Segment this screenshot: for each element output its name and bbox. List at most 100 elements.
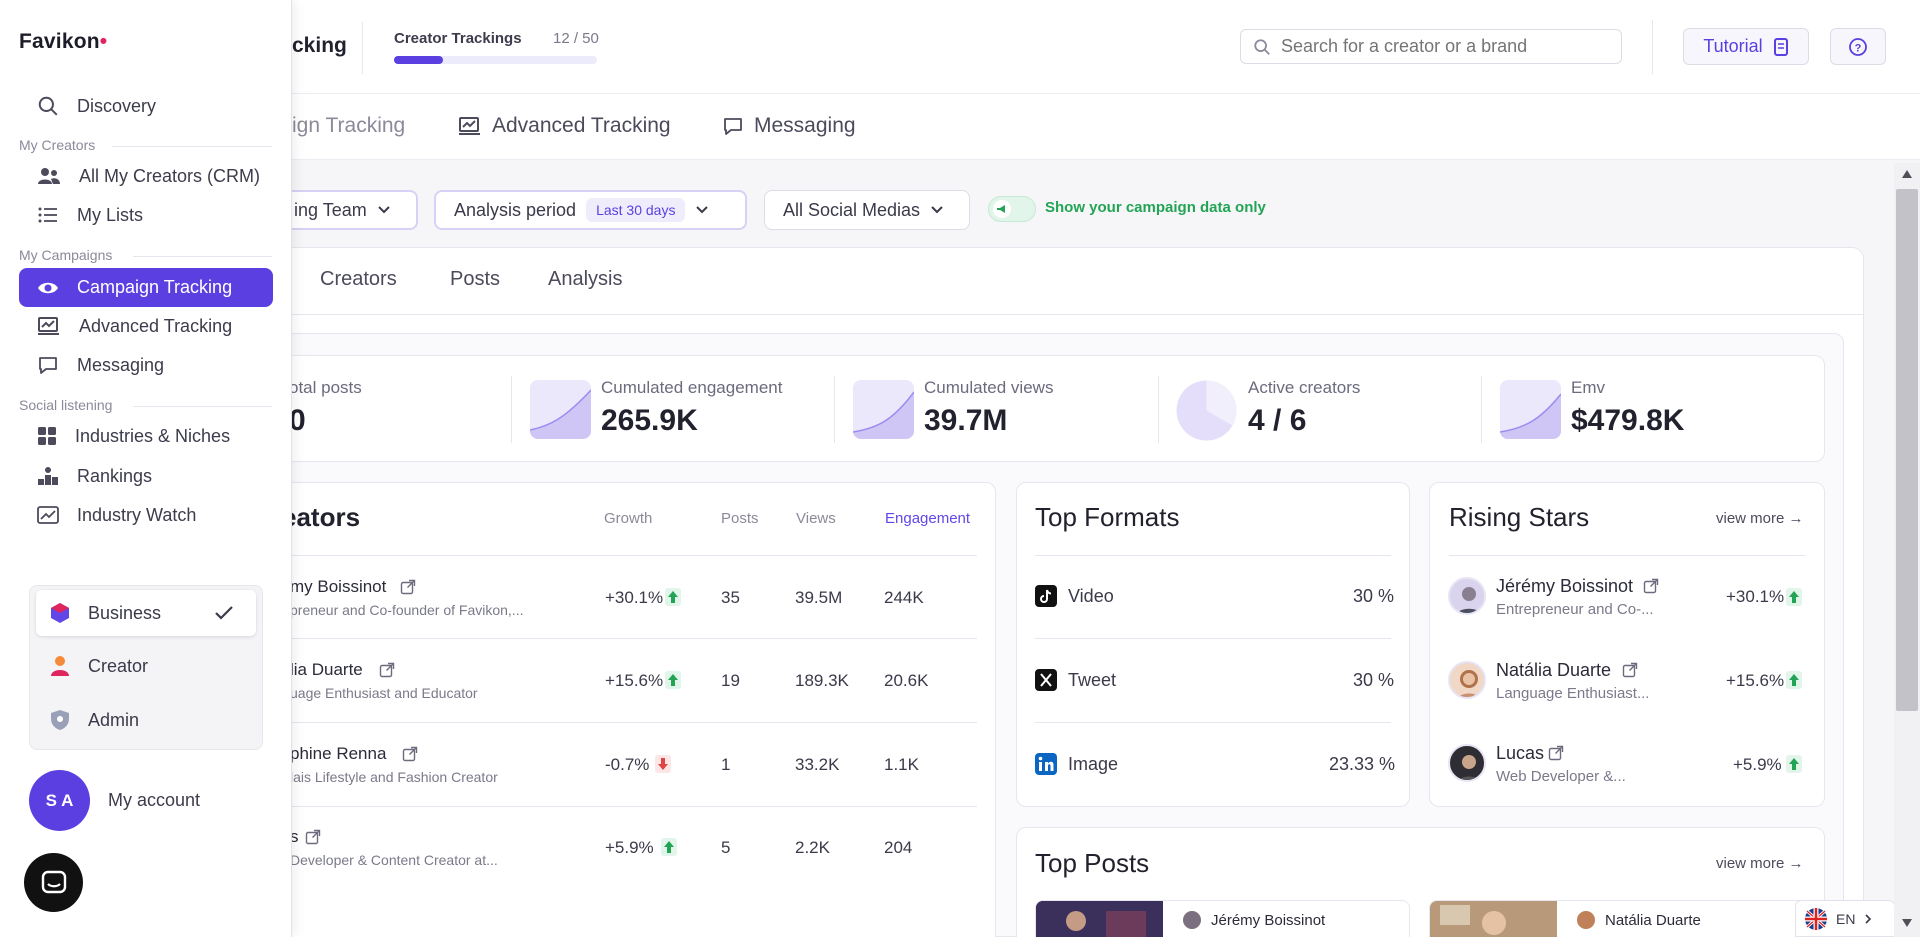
col-growth[interactable]: Growth	[604, 510, 653, 527]
external-link-icon[interactable]	[305, 829, 321, 845]
row-separator	[290, 722, 977, 723]
rising-view-more-link[interactable]: view more →	[1716, 510, 1804, 527]
nav-campaign-tracking[interactable]: ign Tracking	[292, 114, 405, 138]
external-link-icon[interactable]	[1548, 745, 1564, 761]
arrow-up-icon	[661, 838, 677, 856]
engagement-value: 204	[884, 838, 913, 857]
tutorial-button[interactable]: Tutorial	[1683, 28, 1809, 65]
sidebar-item-industry-watch[interactable]: Industry Watch	[19, 497, 273, 533]
divider	[133, 406, 272, 407]
language-switcher[interactable]: EN	[1795, 900, 1895, 937]
post-card[interactable]: Natália Duarte	[1429, 900, 1825, 937]
my-account-link[interactable]: My account	[108, 790, 201, 810]
arrow-down-icon	[655, 755, 671, 773]
posts-value: 19	[721, 671, 740, 690]
col-engagement[interactable]: Engagement	[885, 510, 971, 527]
divider	[133, 256, 272, 257]
sidebar-item-advanced-tracking[interactable]: Advanced Tracking	[19, 308, 273, 344]
role-admin[interactable]: Admin	[36, 697, 256, 743]
external-link-icon[interactable]	[379, 662, 395, 678]
help-button[interactable]: ?	[1830, 28, 1886, 65]
sidebar-item-campaign-tracking[interactable]: Campaign Tracking	[19, 268, 273, 307]
stat-emv-value: $479.8K	[1571, 404, 1685, 437]
scrollbar[interactable]	[1894, 163, 1920, 937]
role-label: Admin	[88, 709, 140, 730]
sidebar-item-rankings[interactable]: Rankings	[19, 458, 273, 494]
post-card[interactable]: Jérémy Boissinot	[1035, 900, 1410, 937]
external-link-icon[interactable]	[1622, 662, 1638, 678]
stat-active-creators-value: 4 / 6	[1248, 404, 1307, 437]
tab-analysis[interactable]: Analysis	[548, 268, 623, 290]
stat-views-label: Cumulated views	[924, 378, 1054, 397]
team-label: ing Team	[294, 199, 367, 220]
external-link-icon[interactable]	[1643, 578, 1659, 594]
format-label: Image	[1068, 754, 1119, 774]
podium-icon	[38, 467, 58, 485]
format-value: 23.33 %	[1329, 754, 1396, 774]
avatar	[1577, 911, 1595, 929]
sidebar-item-crm[interactable]: All My Creators (CRM)	[19, 158, 273, 194]
creator-name[interactable]: s	[290, 827, 299, 846]
sidebar: Favikon• Discovery My Creators All My Cr…	[0, 0, 292, 937]
nav-advanced-tracking[interactable]: Advanced Tracking	[458, 114, 671, 138]
role-creator[interactable]: Creator	[36, 643, 256, 689]
emv-sparkline	[1500, 380, 1561, 439]
rising-name[interactable]: Jérémy Boissinot	[1496, 576, 1634, 596]
chat-launcher[interactable]	[24, 853, 83, 912]
rising-name[interactable]: Natália Duarte	[1496, 660, 1612, 680]
external-link-icon[interactable]	[402, 746, 418, 762]
arrow-up-icon	[1786, 588, 1802, 606]
scrollbar-thumb[interactable]	[1896, 189, 1918, 711]
stat-emv-label: Emv	[1571, 378, 1605, 397]
divider	[1652, 20, 1653, 74]
tabs-separator	[250, 314, 1864, 315]
analysis-period-dropdown[interactable]: Analysis period Last 30 days	[434, 190, 747, 230]
sidebar-item-lists[interactable]: My Lists	[19, 197, 273, 233]
sidebar-item-label: Rankings	[77, 465, 153, 486]
logo[interactable]: Favikon•	[19, 30, 107, 54]
svg-text:?: ?	[1855, 42, 1862, 54]
col-views[interactable]: Views	[796, 510, 836, 527]
book-icon	[1773, 37, 1788, 56]
uk-flag-icon	[1805, 907, 1827, 930]
nav-messaging[interactable]: Messaging	[722, 114, 856, 138]
creator-name[interactable]: my Boissinot	[290, 577, 387, 596]
rising-subtitle: Entrepreneur and Co-...	[1496, 601, 1654, 618]
social-media-dropdown[interactable]: All Social Medias	[764, 190, 970, 230]
external-link-icon[interactable]	[400, 579, 416, 595]
col-posts[interactable]: Posts	[721, 510, 759, 527]
scroll-up-icon[interactable]	[1901, 169, 1913, 179]
creator-name[interactable]: phine Renna	[290, 744, 387, 763]
divider	[834, 376, 835, 443]
views-value: 33.2K	[795, 755, 840, 774]
sidebar-section-creators: My Creators	[19, 137, 96, 153]
search-input[interactable]	[1281, 36, 1611, 57]
tab-creators[interactable]: Creators	[320, 268, 397, 290]
stat-total-posts-value: 0	[289, 404, 306, 437]
sidebar-item-discovery[interactable]: Discovery	[19, 88, 273, 124]
rising-stars-card	[1429, 482, 1825, 807]
top-posts-view-more-link[interactable]: view more →	[1716, 855, 1804, 872]
format-label: Tweet	[1068, 670, 1117, 690]
role-business[interactable]: Business	[36, 590, 256, 636]
arrow-up-icon	[665, 671, 681, 689]
rising-name[interactable]: Lucas	[1496, 743, 1545, 763]
campaign-data-toggle[interactable]	[988, 196, 1036, 222]
top-formats-title: Top Formats	[1035, 502, 1180, 532]
analysis-value-badge: Last 30 days	[586, 198, 686, 222]
chevron-right-icon	[1865, 913, 1872, 924]
arrow-up-icon	[1786, 671, 1802, 689]
sidebar-item-industries[interactable]: Industries & Niches	[19, 418, 273, 454]
scroll-down-icon[interactable]	[1901, 918, 1913, 928]
avatar	[1448, 744, 1486, 782]
row-separator	[1035, 722, 1391, 723]
sidebar-item-label: Discovery	[77, 95, 157, 116]
role-label: Creator	[88, 655, 149, 676]
creator-name[interactable]: lia Duarte	[290, 660, 363, 679]
account-avatar[interactable]: S A	[29, 770, 90, 831]
list-icon	[38, 207, 57, 223]
tab-posts[interactable]: Posts	[450, 268, 501, 290]
sidebar-item-messaging[interactable]: Messaging	[19, 347, 273, 383]
search-box[interactable]	[1240, 29, 1622, 64]
